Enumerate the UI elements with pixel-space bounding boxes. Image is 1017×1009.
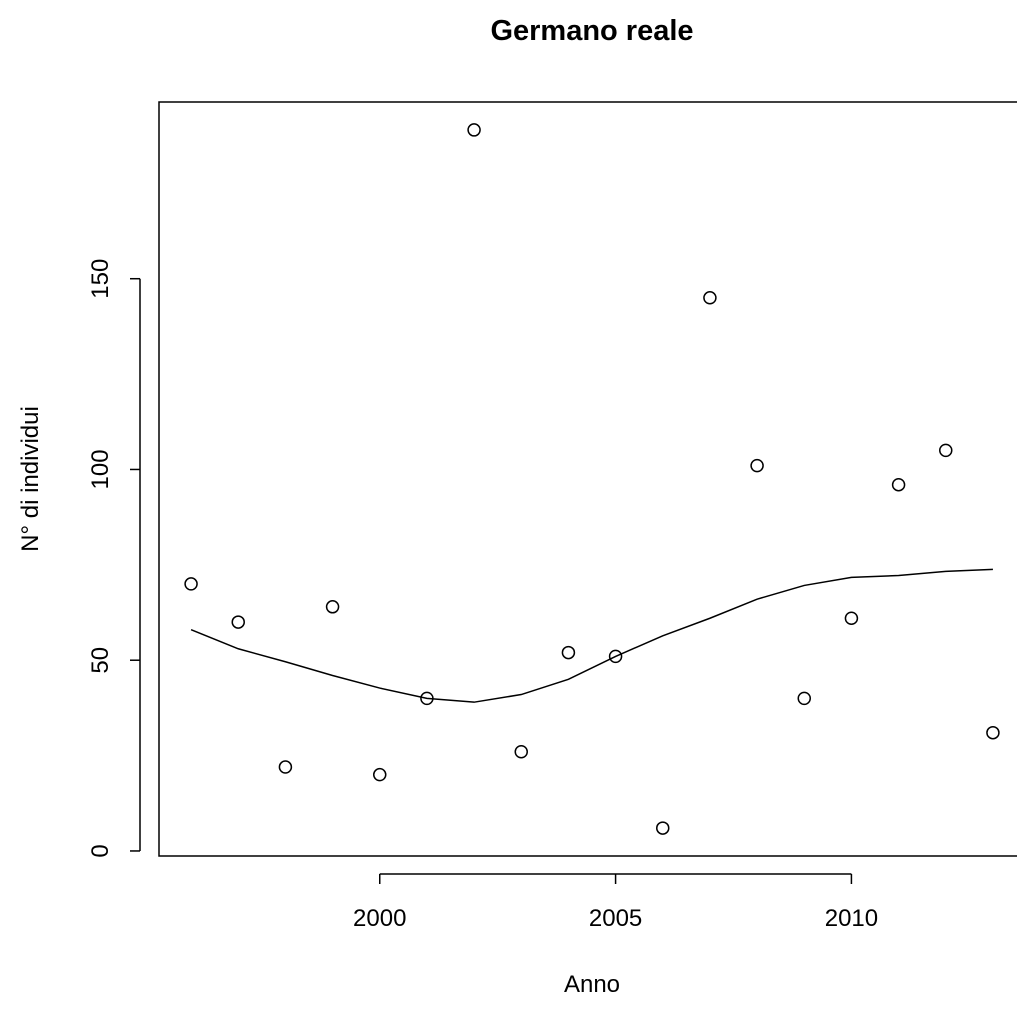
- point: [750, 458, 764, 473]
- x-axis-title: Anno: [564, 971, 620, 998]
- y-tick-label: 50: [87, 647, 114, 674]
- point: [797, 691, 812, 706]
- point: [608, 649, 623, 664]
- x-tick-label: 2000: [353, 905, 406, 932]
- point: [372, 767, 387, 782]
- point: [656, 821, 670, 835]
- point: [231, 615, 245, 629]
- y-tick-label: 100: [87, 449, 114, 489]
- x-tick-label: 2010: [825, 905, 878, 932]
- point: [325, 600, 340, 614]
- x-tick-label: 2005: [589, 905, 642, 932]
- point: [278, 760, 293, 774]
- y-tick-label: 0: [87, 844, 114, 857]
- point: [184, 577, 198, 591]
- point: [891, 477, 906, 492]
- plot-box: [158, 101, 1017, 857]
- point: [514, 745, 528, 759]
- trend-line: [190, 568, 993, 703]
- y-tick-label: 150: [87, 259, 114, 299]
- point: [561, 645, 576, 660]
- chart-title: Germano reale: [490, 15, 693, 47]
- point: [939, 443, 953, 458]
- point: [986, 725, 1000, 740]
- y-axis-title: N° di individui: [17, 406, 44, 552]
- point: [467, 123, 481, 137]
- point: [703, 291, 717, 305]
- point: [844, 611, 859, 625]
